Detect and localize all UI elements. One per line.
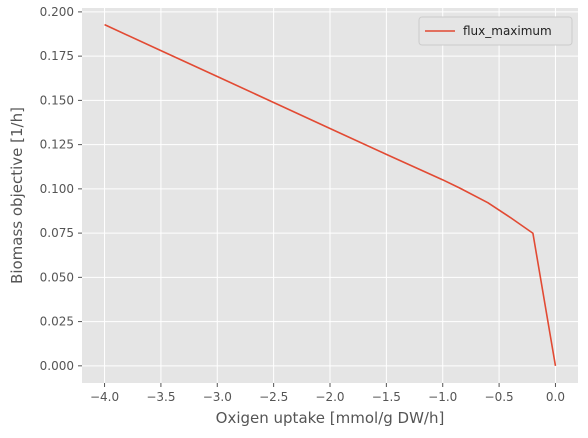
x-tick-label: −3.5 (146, 390, 175, 404)
series-line-flux_maximum (104, 23, 557, 366)
y-tick-label: 0.175 (40, 49, 74, 63)
y-tick-label: 0.125 (40, 138, 74, 152)
x-tick-label: −2.5 (259, 390, 288, 404)
legend-box (418, 16, 573, 46)
legend-label: flux_maximum (463, 24, 552, 38)
y-tick-label: 0.050 (40, 270, 74, 284)
y-axis-ticks: 0.000 0.025 0.050 0.075 0.100 0.125 0.150 0.175… (40, 5, 82, 373)
y-tick-label: 0.000 (40, 359, 74, 373)
x-tick-label: 0.0 (546, 390, 565, 404)
y-tick-label: 0.200 (40, 5, 74, 19)
y-tick-label: 0.100 (40, 182, 74, 196)
x-axis-ticks: −4.0 −3.5 −3.0 −2.5 −2.0 −1.5 −1.0 −0.5 0.0 (90, 383, 565, 404)
x-tick-label: −2.0 (315, 390, 344, 404)
series-layer (104, 23, 557, 366)
y-axis-label: Biomass objective [1/h] (8, 107, 26, 284)
y-tick-label: 0.025 (40, 315, 74, 329)
x-tick-label: −1.5 (372, 390, 401, 404)
x-tick-label: −3.0 (203, 390, 232, 404)
grid (82, 8, 578, 383)
x-tick-label: −0.5 (485, 390, 514, 404)
x-axis-label: Oxigen uptake [mmol/g DW/h] (216, 409, 445, 427)
legend: flux_maximum (418, 16, 573, 46)
y-tick-label: 0.150 (40, 93, 74, 107)
y-tick-label: 0.075 (40, 226, 74, 240)
x-tick-label: −4.0 (90, 390, 119, 404)
x-tick-label: −1.0 (428, 390, 457, 404)
